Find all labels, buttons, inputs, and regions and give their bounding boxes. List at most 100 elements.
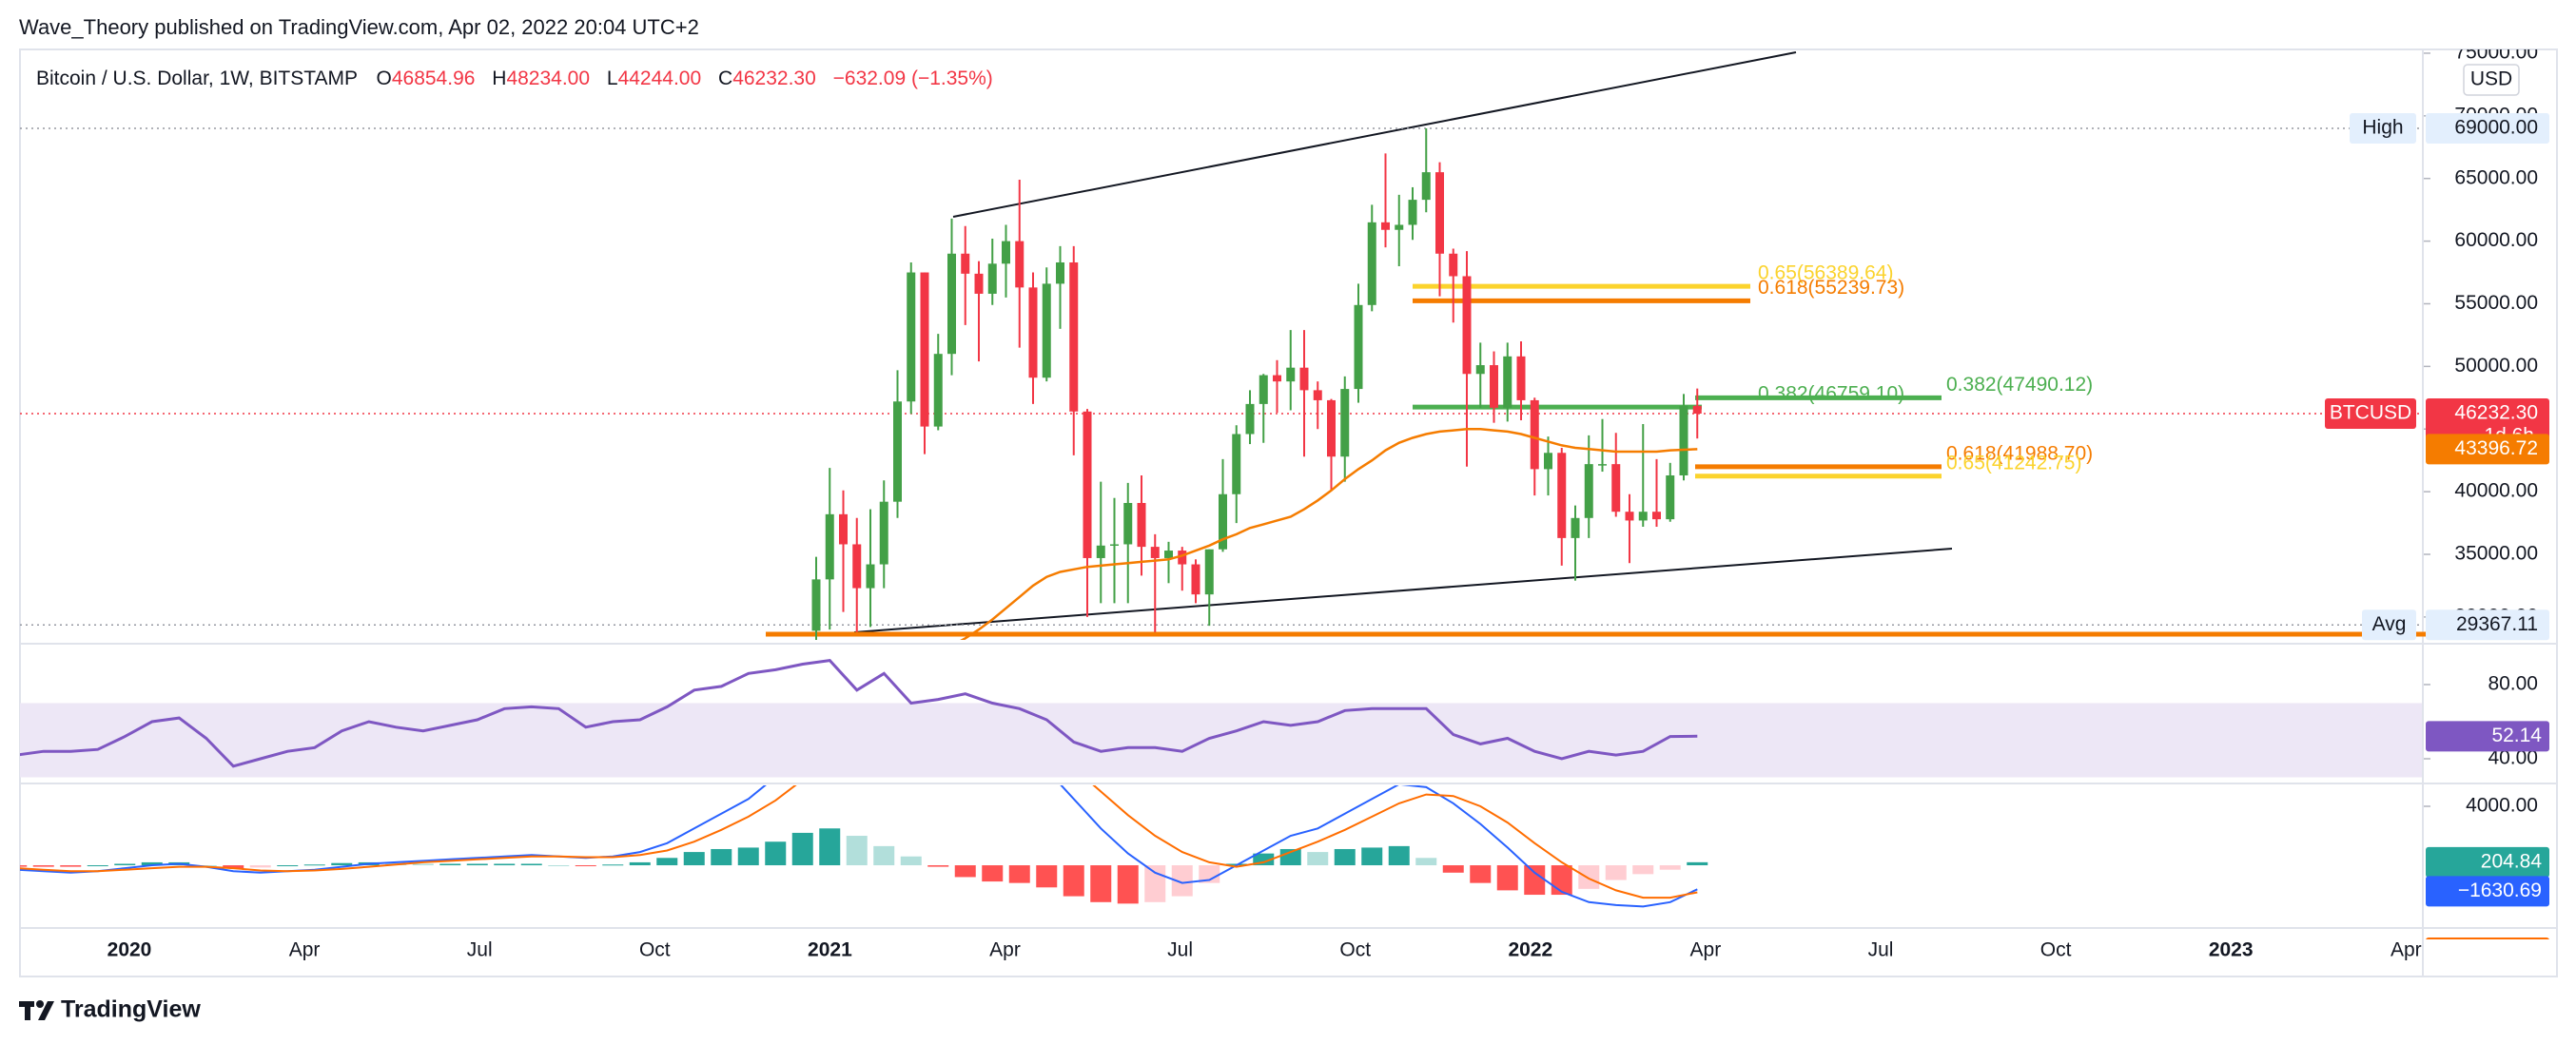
macd-last-value: −1630.69: [2458, 880, 2542, 901]
macd-histogram-bar: [602, 864, 624, 866]
macd-histogram-bar: [1036, 865, 1058, 888]
candle-body: [1462, 276, 1472, 375]
macd-histogram-bar: [277, 865, 299, 867]
macd-histogram-bar: [1578, 865, 1600, 889]
y-tick-label: 4000.00: [2466, 795, 2538, 817]
signal-last-value-box: [2426, 938, 2549, 939]
rsi-last-value-box: [2426, 721, 2549, 752]
candle-body: [1530, 399, 1539, 470]
candle-body: [852, 544, 862, 589]
macd-pane: [20, 785, 1708, 908]
macd-histogram-bar: [1470, 865, 1492, 883]
macd-histogram-bar: [141, 861, 163, 866]
candle-body: [1327, 399, 1336, 457]
ohlc-key: O: [377, 68, 392, 89]
candle-body: [1340, 389, 1350, 457]
macd-histogram-bar: [900, 856, 922, 866]
time-axis: 2020 Apr Jul Oct 2021 Apr Jul Oct 2022 Apr Jul Oct 2…: [107, 939, 2422, 961]
histogram-last-value: 204.84: [2481, 850, 2543, 872]
moving-average-line: [960, 427, 1698, 640]
price-tag-box: [2362, 609, 2416, 641]
macd-histogram-bar: [1144, 865, 1166, 902]
candle-body: [933, 354, 943, 427]
candle-body: [1069, 261, 1079, 412]
ohlc-value: 46854.96: [392, 68, 476, 89]
rsi-band: [20, 703, 2423, 778]
macd-histogram-bar: [1361, 847, 1383, 866]
macd-histogram-bar: [1334, 848, 1356, 866]
macd-histogram-bar: [1496, 865, 1518, 891]
currency-box[interactable]: [2463, 64, 2520, 96]
candle-body: [1516, 356, 1526, 400]
x-tick-label: Apr: [1690, 939, 1722, 961]
x-tick-label: Apr: [2391, 939, 2422, 961]
candle-body: [920, 272, 929, 427]
currency-label[interactable]: USD: [2470, 68, 2512, 90]
y-tick-label: 60000.00: [2454, 229, 2538, 251]
macd-histogram-bar: [1307, 852, 1329, 866]
macd-histogram-bar: [982, 865, 1004, 882]
candle-body: [1232, 434, 1241, 494]
macd-histogram-bar: [846, 836, 868, 866]
price-change: −632.09 (−1.35%): [833, 68, 993, 89]
ohlc-key: H: [492, 68, 506, 89]
candle-body: [1137, 502, 1146, 548]
signal-line: [20, 785, 1698, 899]
candle-body: [1123, 502, 1133, 545]
macd-histogram-bar: [1063, 865, 1084, 897]
candle-body: [1219, 493, 1227, 550]
candle-body: [866, 564, 875, 589]
candle-body: [1245, 403, 1255, 435]
candle-body: [1666, 474, 1675, 520]
y-tick-label: 75000.00: [2454, 41, 2538, 63]
y-tick-label: 35000.00: [2454, 543, 2538, 565]
price-badge-value: 43396.72: [2454, 437, 2538, 459]
macd-histogram-bar: [765, 841, 787, 866]
ohlc-value: 46232.30: [732, 68, 816, 89]
price-tag-name: Avg: [2372, 613, 2407, 635]
macd-histogram-bar: [1388, 845, 1410, 866]
fib-level-label: 0.65(56389.64): [1758, 262, 1893, 284]
candle-body: [1002, 241, 1010, 264]
candle-body: [1490, 365, 1498, 408]
candle-body: [1638, 512, 1648, 521]
candle-body: [1625, 512, 1634, 521]
macd-histogram-bar: [249, 865, 271, 868]
macd-histogram-bar: [873, 845, 895, 866]
macd-histogram-bar: [1605, 865, 1627, 880]
candle-body: [1028, 287, 1038, 378]
x-tick-label: Oct: [2040, 939, 2072, 961]
price-badge-value: 69000.00: [2454, 117, 2538, 139]
candle-body: [1449, 253, 1458, 277]
chart-frame: [19, 48, 2558, 977]
macd-histogram-bar: [223, 865, 244, 869]
candle-body: [1571, 517, 1580, 538]
macd-histogram-bar: [954, 865, 976, 878]
rsi-last-value: 52.14: [2491, 725, 2542, 746]
price-pane: 0.65(56389.64)0.618(55239.73) 0.382(46759…: [20, 51, 2423, 640]
x-tick-label: Oct: [639, 939, 671, 961]
fib-level-label: 0.382(47490.12): [1946, 374, 2093, 396]
x-tick-label: Jul: [467, 939, 493, 961]
candle-body: [1652, 512, 1661, 520]
candle-body: [1150, 547, 1160, 558]
y-tick-label: 40000.00: [2454, 480, 2538, 502]
candle-body: [1204, 549, 1214, 595]
candle-body: [974, 273, 984, 294]
candle-body: [1299, 367, 1309, 391]
candle-body: [1354, 304, 1363, 390]
macd-histogram-bar: [656, 858, 678, 866]
macd-histogram-bar: [1117, 865, 1139, 904]
macd-histogram-bar: [303, 864, 325, 866]
candle-body: [1083, 411, 1092, 558]
fib-level-label: 0.382(46759.10): [1758, 383, 1904, 405]
macd-last-value-box: [2426, 876, 2549, 907]
x-tick-label: Jul: [1868, 939, 1894, 961]
x-tick-label: 2021: [808, 939, 852, 961]
price-tag-box: [2350, 113, 2416, 145]
x-tick-label: Apr: [289, 939, 321, 961]
x-tick-label: 2020: [107, 939, 152, 961]
y-tick-label: 65000.00: [2454, 166, 2538, 188]
